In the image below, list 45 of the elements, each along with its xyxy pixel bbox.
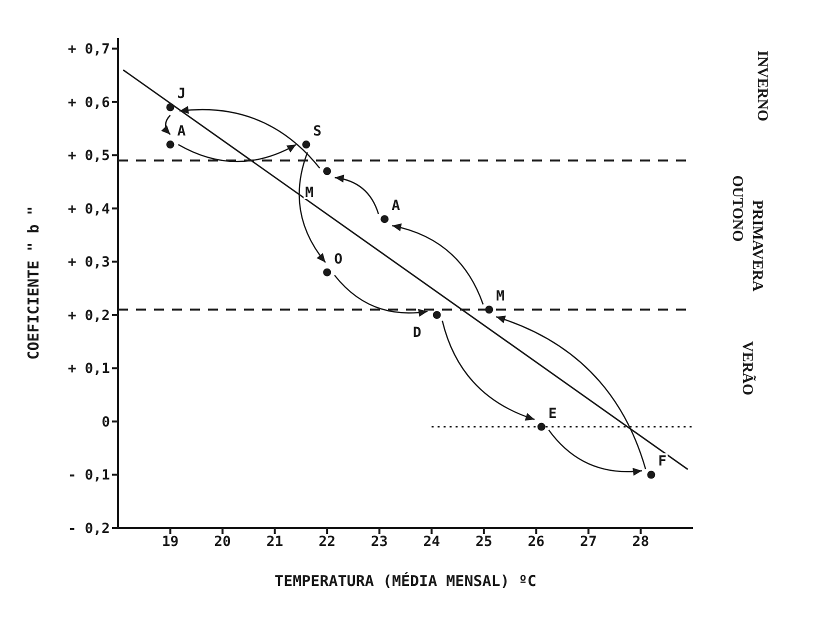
y-tick-label: - 0,1 <box>68 468 110 484</box>
x-tick-label: 22 <box>318 534 336 550</box>
x-tick-label: 28 <box>632 534 650 550</box>
text: PRIMAVERA <box>749 200 765 292</box>
x-tick-label: 19 <box>162 534 179 550</box>
data-label: A <box>177 124 186 140</box>
point <box>302 140 310 149</box>
x-tick-label: 24 <box>423 534 440 550</box>
data-label: D <box>412 324 422 341</box>
point <box>647 470 656 479</box>
point <box>380 215 389 224</box>
y-tick-label: + 0,3 <box>68 254 110 271</box>
data-label: M <box>496 288 505 305</box>
y-tick-label: + 0,5 <box>68 148 110 164</box>
point <box>323 268 332 276</box>
y-tick-label: - 0,2 <box>68 520 110 537</box>
y-tick-label: + 0,1 <box>68 361 110 378</box>
point <box>432 310 441 319</box>
point <box>166 140 174 149</box>
y-tick-label: 0 <box>102 414 110 430</box>
text: OUTONO <box>729 175 745 242</box>
data-label: O <box>334 251 343 268</box>
y-tick-label: + 0,7 <box>68 42 110 58</box>
point <box>537 422 546 431</box>
data-label: S <box>313 124 322 140</box>
x-tick-label: 26 <box>528 534 545 550</box>
point <box>485 306 494 314</box>
data-label: A <box>392 198 401 214</box>
x-axis-title: TEMPERATURA (MÉDIA MENSAL) ºC <box>274 572 536 590</box>
text: INVERNO <box>754 50 770 122</box>
data-label: J <box>177 86 186 102</box>
data-label: M <box>305 185 314 202</box>
y-axis-title: COEFICIENTE " b " <box>24 206 42 360</box>
text: VERÃO <box>739 341 756 396</box>
data-label: E <box>548 406 557 422</box>
x-tick-label: 27 <box>580 534 597 550</box>
y-tick-label: + 0,2 <box>68 308 110 324</box>
point <box>323 167 332 176</box>
y-tick-label: + 0,6 <box>68 94 110 111</box>
y-tick-label: + 0,4 <box>68 201 110 218</box>
x-tick-label: 23 <box>370 534 388 550</box>
x-tick-label: 20 <box>214 534 231 550</box>
x-tick-label: 21 <box>266 534 284 550</box>
x-tick-label: 25 <box>475 534 492 550</box>
data-label: F <box>658 454 667 470</box>
